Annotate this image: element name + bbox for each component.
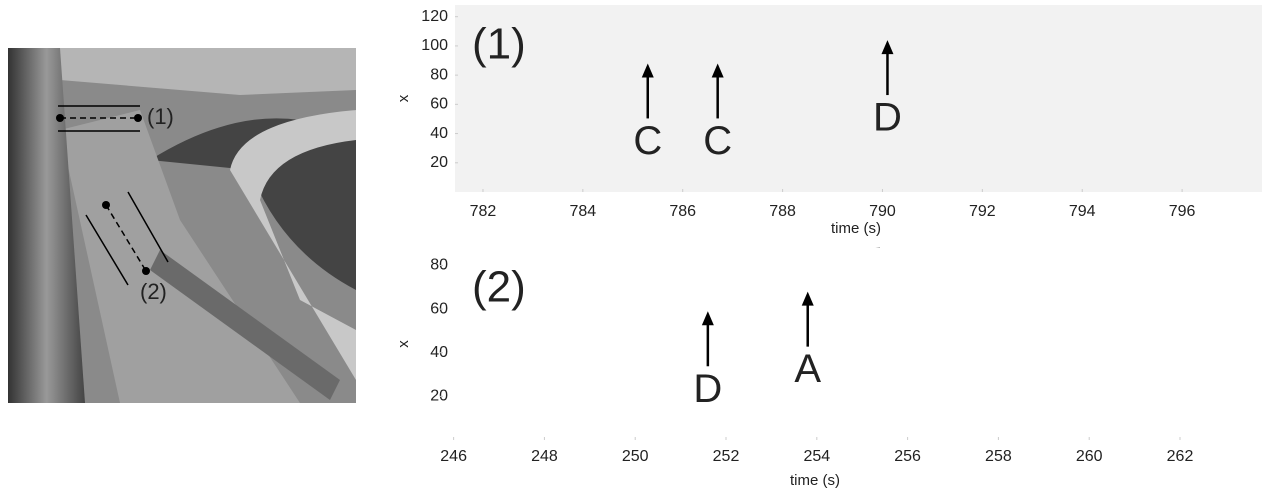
x-tick-label: 794 bbox=[1069, 203, 1096, 220]
y-axis-label: x bbox=[395, 94, 412, 102]
y-axis-label: x bbox=[395, 340, 412, 348]
annotation: A bbox=[794, 347, 821, 391]
plot-area bbox=[455, 5, 1262, 192]
x-tick-label: 256 bbox=[894, 448, 921, 465]
photo-label: (1) bbox=[147, 104, 174, 129]
annotation: D bbox=[873, 96, 902, 140]
x-tick-label: 790 bbox=[869, 203, 896, 220]
annotation: C bbox=[633, 119, 662, 163]
x-tick-label: 262 bbox=[1167, 448, 1194, 465]
y-tick-label: 60 bbox=[430, 96, 448, 113]
y-tick-label: 20 bbox=[430, 154, 448, 171]
x-tick-label: 250 bbox=[622, 448, 649, 465]
y-tick-label: 100 bbox=[421, 37, 448, 54]
x-tick-label: 254 bbox=[803, 448, 830, 465]
x-tick-label: 782 bbox=[470, 203, 497, 220]
annotation: D bbox=[693, 367, 722, 411]
y-tick-label: 120 bbox=[421, 8, 448, 25]
plot-area bbox=[440, 248, 1180, 440]
x-axis-label: time (s) bbox=[831, 220, 881, 237]
photo-label: (2) bbox=[140, 279, 167, 304]
x-tick-label: 792 bbox=[969, 203, 996, 220]
y-tick-label: 80 bbox=[430, 257, 448, 274]
x-tick-label: 246 bbox=[440, 448, 467, 465]
x-tick-label: 784 bbox=[569, 203, 596, 220]
y-tick-label: 20 bbox=[430, 388, 448, 405]
y-tick-label: 80 bbox=[430, 66, 448, 83]
x-tick-label: 260 bbox=[1076, 448, 1103, 465]
panel-label: (2) bbox=[472, 263, 526, 312]
panel-label: (1) bbox=[472, 20, 526, 69]
plots: 20 40 60 80 100 120 782 784 786 788 790 792 794 796 ti… bbox=[395, 5, 1262, 489]
y-tick-label: 60 bbox=[430, 300, 448, 317]
x-tick-label: 786 bbox=[669, 203, 696, 220]
x-tick-label: 248 bbox=[531, 448, 558, 465]
x-axis-label: time (s) bbox=[790, 472, 840, 489]
x-tick-label: 788 bbox=[769, 203, 796, 220]
figure: (1) (2) 20 40 60 80 100 120 782 784 786 788 790 792… bbox=[0, 0, 1262, 490]
y-tick-label: 40 bbox=[430, 125, 448, 142]
x-tick-label: 252 bbox=[713, 448, 740, 465]
x-tick-label: 258 bbox=[985, 448, 1012, 465]
y-tick-label: 40 bbox=[430, 344, 448, 361]
annotation: C bbox=[703, 119, 732, 163]
x-tick-label: 796 bbox=[1169, 203, 1196, 220]
photo: (1) (2) bbox=[8, 48, 356, 403]
